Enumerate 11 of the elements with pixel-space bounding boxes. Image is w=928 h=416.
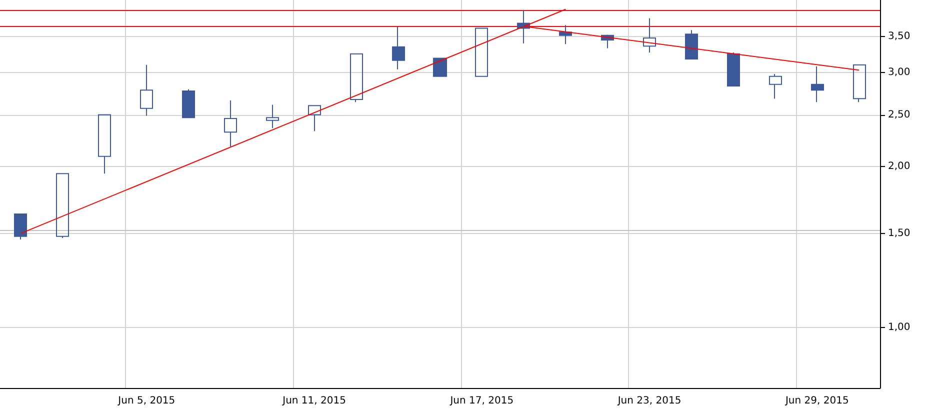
y-tick-label: 2,00: [888, 161, 910, 172]
y-tick-label: 3,00: [888, 66, 910, 78]
y-tick-label: 1,50: [888, 228, 910, 239]
y-tick-label: 3,50: [888, 31, 910, 42]
x-tick-label: Jun 29, 2015: [784, 396, 849, 406]
x-tick-label: Jun 23, 2015: [616, 396, 682, 406]
x-tick-label: Jun 17, 2015: [449, 396, 514, 406]
x-tick-label: Jun 5, 2015: [117, 396, 176, 406]
y-tick-label: 1,00: [888, 322, 910, 333]
y-tick-label: 2,50: [888, 109, 910, 120]
x-tick-label: Jun 11, 2015: [282, 396, 346, 406]
